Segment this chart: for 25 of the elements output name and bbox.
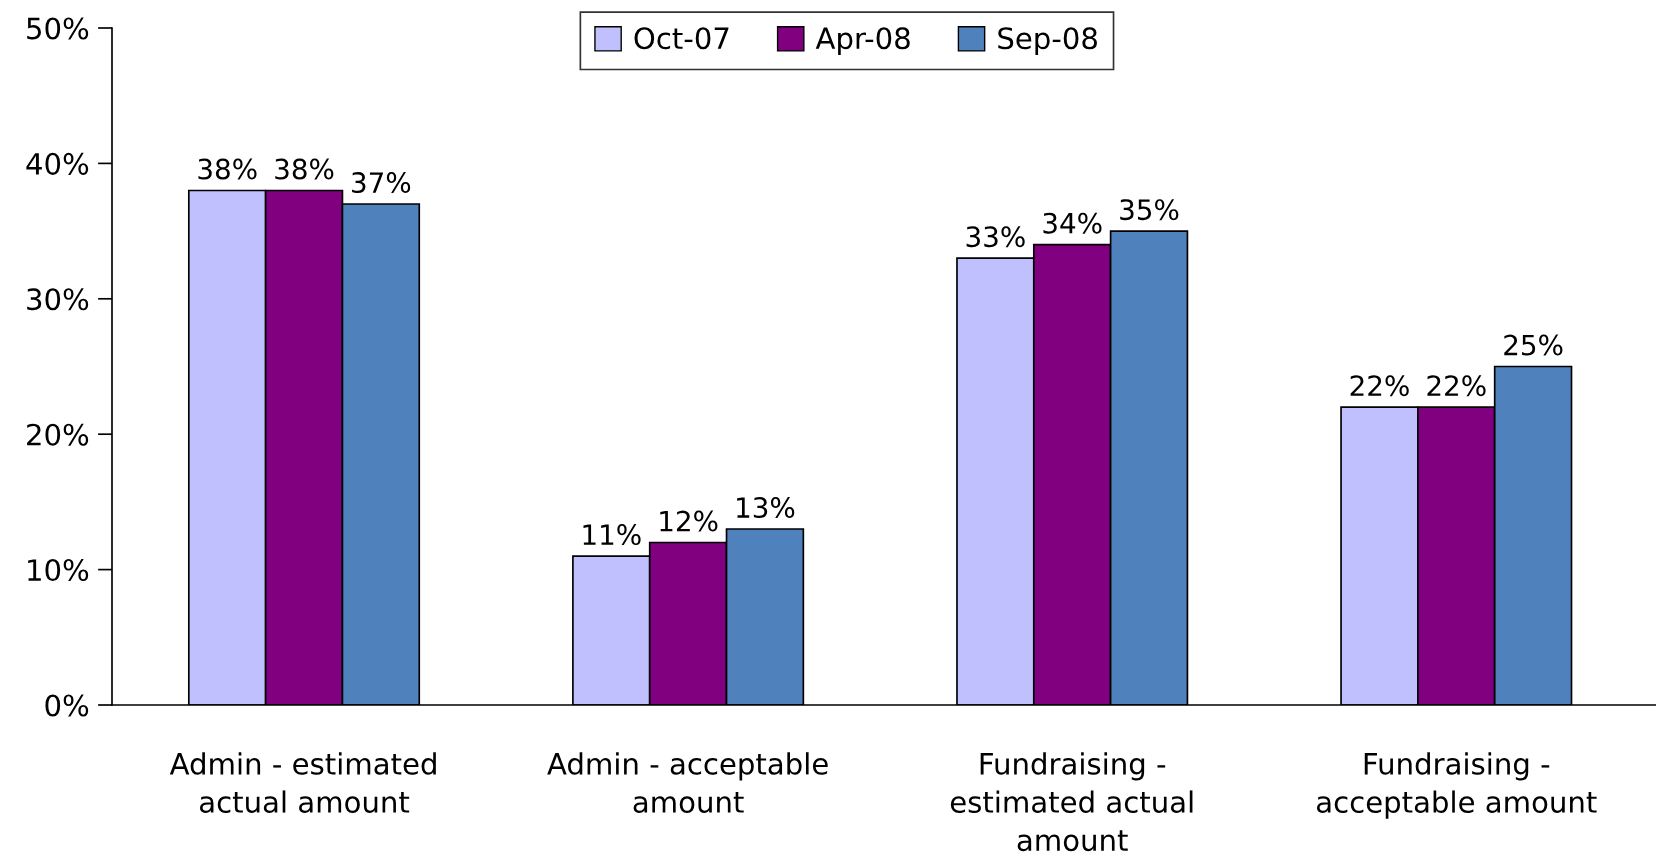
y-tick-label: 20%: [27, 423, 89, 446]
data-label: 25%: [1504, 334, 1563, 356]
x-tick-label: Admin - acceptable amount: [547, 752, 828, 813]
y-tick-label: 0%: [45, 694, 89, 717]
y-tick-label: 30%: [27, 288, 89, 311]
x-tick-label: Admin - estimated actual amount: [169, 752, 436, 813]
data-label: 38%: [275, 158, 334, 180]
data-label: 22%: [1427, 375, 1486, 397]
data-label: 37%: [352, 172, 411, 194]
data-label: 34%: [1043, 212, 1102, 234]
y-tick-label: 10%: [28, 559, 89, 582]
legend-label: Oct-07: [634, 27, 729, 50]
data-label: 12%: [660, 510, 718, 532]
data-label: 35%: [1120, 199, 1179, 221]
data-label: 11%: [583, 524, 641, 546]
x-tick-label: Fundraising - estimated actual amount: [950, 752, 1193, 852]
x-tick-label: Fundraising - acceptable amount: [1316, 752, 1597, 819]
legend-label: Apr-08: [815, 27, 910, 55]
data-label: 33%: [966, 226, 1025, 248]
y-tick-label: 40%: [26, 152, 89, 175]
data-label: 13%: [737, 497, 795, 519]
data-label: 38%: [198, 158, 257, 180]
legend-label: Sep-08: [998, 27, 1097, 55]
data-label: 22%: [1350, 375, 1409, 397]
y-tick-label: 50%: [27, 17, 89, 40]
